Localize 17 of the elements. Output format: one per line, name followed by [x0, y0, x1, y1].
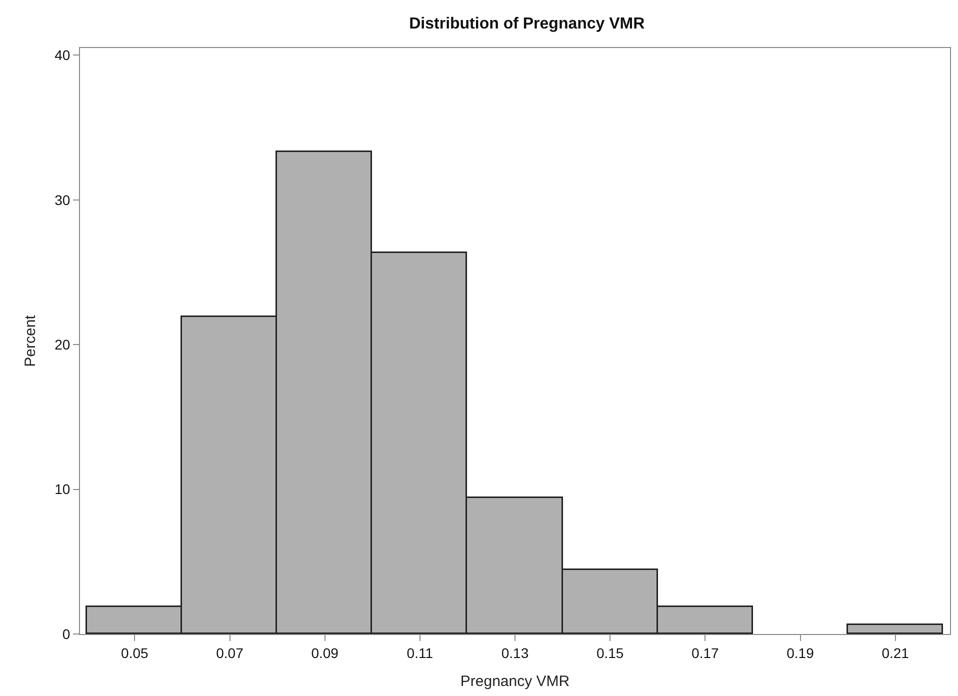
y-tick-label: 0	[62, 626, 70, 642]
x-tick-label: 0.19	[786, 644, 814, 661]
y-tick-label: 20	[54, 336, 70, 353]
y-axis-title: Percent	[22, 314, 39, 367]
x-tick-label: 0.15	[596, 644, 624, 661]
x-tick-label: 0.07	[216, 644, 244, 661]
x-tick-label: 0.11	[406, 644, 434, 661]
x-tick-label: 0.13	[501, 644, 529, 661]
y-tick-label: 10	[54, 481, 70, 498]
y-tick-label: 30	[54, 192, 70, 208]
x-axis-title: Pregnancy VMR	[460, 672, 570, 690]
chart-title: Distribution of Pregnancy VMR	[409, 16, 646, 33]
y-tick-label: 40	[54, 47, 70, 64]
x-tick-label: 0.05	[121, 644, 149, 661]
x-tick-label: 0.09	[311, 644, 339, 661]
x-tick-label: 0.21	[882, 644, 910, 661]
x-tick-label: 0.17	[692, 644, 719, 661]
